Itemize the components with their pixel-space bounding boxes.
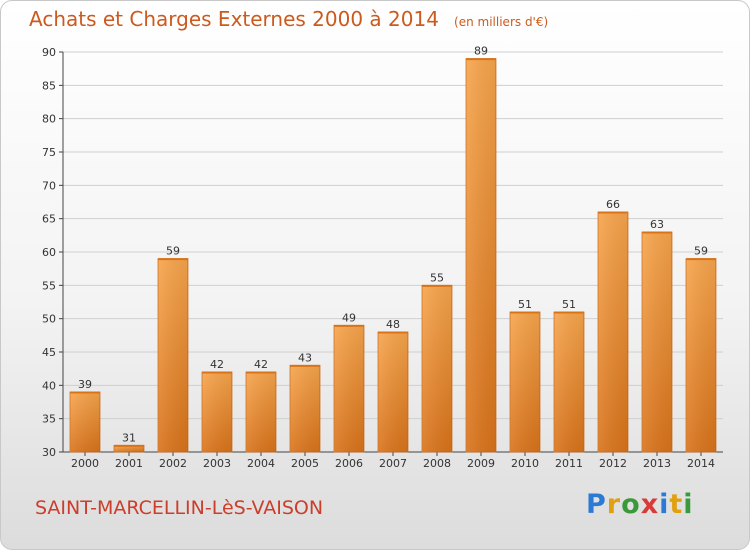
bar-shade [114,445,144,452]
x-tick-label: 2002 [159,457,187,470]
y-tick-label: 40 [42,379,56,392]
proxiti-logo[interactable]: Proxiti [586,489,694,520]
logo-letter: i [683,489,694,520]
y-tick-label: 30 [42,446,56,459]
x-tick-label: 2014 [687,457,715,470]
y-tick-label: 60 [42,246,56,259]
x-tick-label: 2000 [71,457,99,470]
data-label: 55 [430,271,444,284]
data-label: 51 [562,298,576,311]
x-tick-label: 2005 [291,457,319,470]
y-tick-label: 35 [42,413,56,426]
y-tick-label: 90 [42,46,56,59]
data-label: 31 [122,431,136,444]
data-label: 42 [254,358,268,371]
chart-title: Achats et Charges Externes 2000 à 2014 [29,7,439,31]
bar-shade [378,332,408,452]
data-label: 59 [166,245,180,258]
x-tick-label: 2001 [115,457,143,470]
chart-title-block: Achats et Charges Externes 2000 à 2014 (… [29,7,548,31]
data-label: 39 [78,378,92,391]
y-tick-label: 80 [42,113,56,126]
bar-shade [246,372,276,452]
bar-shade [466,58,496,453]
x-tick-label: 2004 [247,457,275,470]
data-label: 89 [474,45,488,58]
tick-labels: 30 35 40 45 50 55 60 65 70 75 80 85 90 2000 2001 2002 20… [42,46,715,470]
logo-letter: P [586,489,607,520]
logo-letter: t [669,489,684,520]
bar-shade [686,258,716,452]
x-tick-label: 2007 [379,457,407,470]
bar-shade [510,312,540,452]
data-label: 66 [606,198,620,211]
data-label: 63 [650,218,664,231]
y-tick-label: 50 [42,313,56,326]
logo-letter: x [640,489,660,520]
x-tick-label: 2008 [423,457,451,470]
bar-shade [422,285,452,452]
x-tick-label: 2010 [511,457,539,470]
bar-shade [554,312,584,452]
x-tick-label: 2006 [335,457,363,470]
bar-shade [70,392,100,452]
bar-shade [598,212,628,452]
x-tick-label: 2013 [643,457,671,470]
y-tick-label: 55 [42,279,56,292]
x-tick-label: 2012 [599,457,627,470]
commune-name: SAINT-MARCELLIN-LèS-VAISON [35,497,324,519]
logo-letter: r [606,489,622,520]
bar-shade [290,365,320,452]
data-labels: 39 31 59 42 42 43 49 48 55 89 51 51 66 63 59 [78,45,708,445]
bar-shade [642,232,672,452]
y-tick-label: 75 [42,146,56,159]
data-label: 59 [694,245,708,258]
bar-shade [158,258,188,452]
logo-letter: o [621,489,641,520]
logo-letter: i [659,489,670,520]
chart-unit-note: (en milliers d'€) [454,15,549,29]
y-tick-label: 85 [42,79,56,92]
x-tick-label: 2011 [555,457,583,470]
data-label: 42 [210,358,224,371]
y-tick-label: 45 [42,346,56,359]
bars [69,58,717,453]
data-label: 48 [386,318,400,331]
data-label: 43 [298,351,312,364]
x-tick-label: 2003 [203,457,231,470]
y-tick-label: 65 [42,213,56,226]
bar-shade [334,325,364,452]
y-tick-label: 70 [42,179,56,192]
data-label: 51 [518,298,532,311]
data-label: 49 [342,311,356,324]
x-tick-label: 2009 [467,457,495,470]
bar-shade [202,372,232,452]
